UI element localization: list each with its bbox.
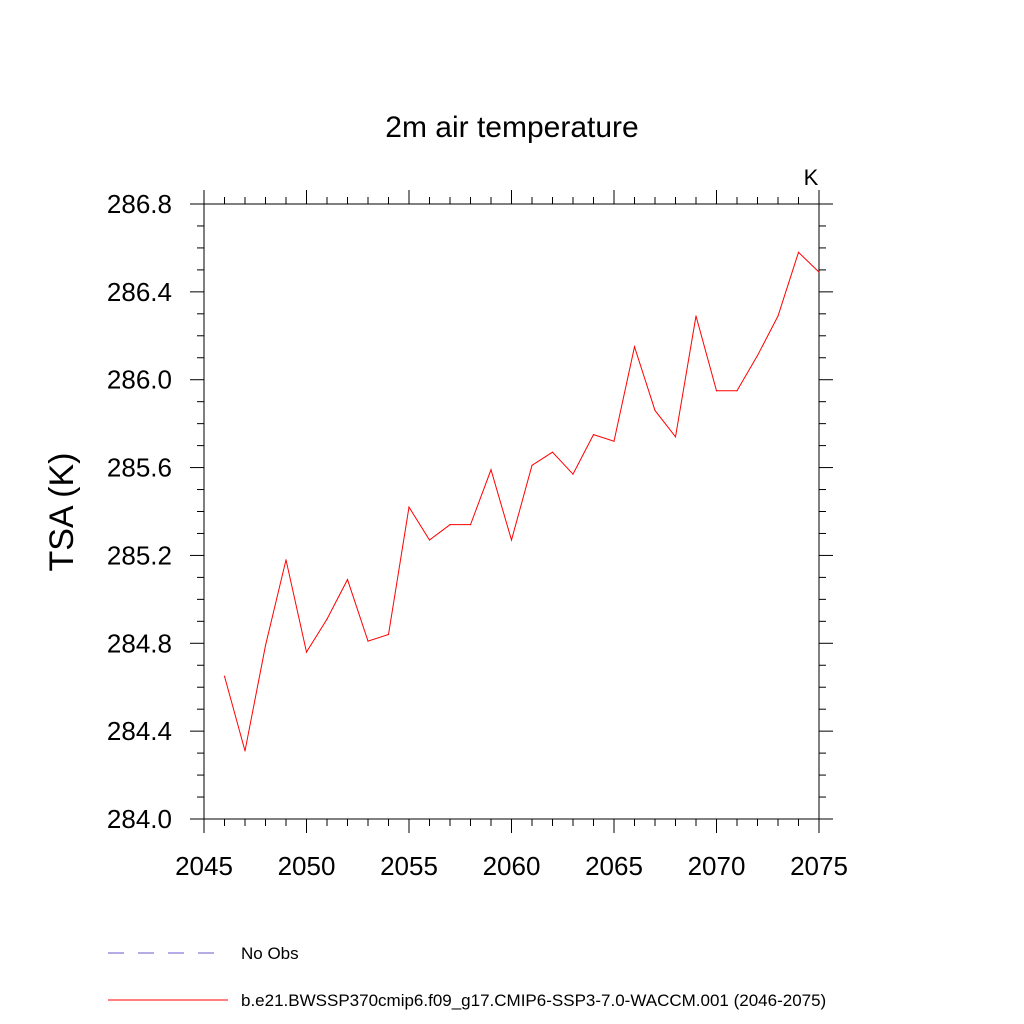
y-axis-label: TSA (K) [43,452,81,571]
units-label: K [804,165,819,190]
data-point [818,271,820,273]
data-point [654,409,656,412]
data-point [346,578,349,581]
data-point [305,651,308,653]
y-tick-label: 284.4 [107,716,172,746]
legend: No Obs b.e21.BWSSP370cmip6.f09_g17.CMIP6-… [108,944,826,1010]
y-tick-label: 285.6 [107,453,172,483]
data-point [408,506,410,508]
x-tick-label: 2045 [175,851,233,881]
data-point [715,390,718,392]
plot-border [203,203,820,820]
y-tick-label: 286.0 [107,365,172,395]
y-tick-label: 285.2 [107,540,172,570]
data-point [695,315,697,317]
data-point [510,539,513,541]
legend-item: b.e21.BWSSP370cmip6.f09_g17.CMIP6-SSP3-7… [108,991,826,1010]
x-tick-label: 2060 [483,851,541,881]
legend-label: No Obs [241,944,299,963]
data-point [326,618,328,620]
plot-frame [203,203,820,820]
series-layer [223,251,820,752]
legend-item: No Obs [108,944,299,963]
x-tick-labels: 2045 2050 2055 2060 2065 2070 2075 [175,851,848,881]
data-point [756,354,759,357]
series-line [224,251,820,752]
data-point [449,524,451,526]
y-tick-label: 284.8 [107,628,172,658]
x-tick-label: 2070 [688,851,746,881]
data-point [633,346,636,348]
data-point [777,315,779,317]
data-point [428,539,431,541]
y-tick-label: 284.0 [107,804,172,834]
data-point [572,473,574,475]
data-point [797,251,800,253]
data-point [551,451,554,453]
x-tick-label: 2055 [380,851,438,881]
y-tick-labels: 284.0 284.4 284.8 285.2 285.6 286.0 286.4 286.8 [107,189,172,834]
data-point [531,464,533,466]
data-point [490,469,492,471]
y-tick-label: 286.8 [107,189,172,219]
data-point [592,434,595,436]
data-point [367,640,369,642]
data-point [264,644,267,647]
x-tick-label: 2050 [278,851,336,881]
data-point [736,390,738,392]
data-point [674,436,677,438]
minor-ticks [197,197,826,826]
data-point [285,559,287,561]
major-ticks [190,190,833,833]
x-tick-label: 2075 [790,851,848,881]
chart-title: 2m air temperature [385,111,638,144]
data-point [387,633,390,636]
data-point [469,524,472,526]
legend-label: b.e21.BWSSP370cmip6.f09_g17.CMIP6-SSP3-7… [241,991,826,1010]
data-point [613,440,615,442]
x-tick-label: 2065 [585,851,643,881]
y-tick-label: 286.4 [107,277,172,307]
data-point [244,750,246,752]
data-point [223,675,226,677]
